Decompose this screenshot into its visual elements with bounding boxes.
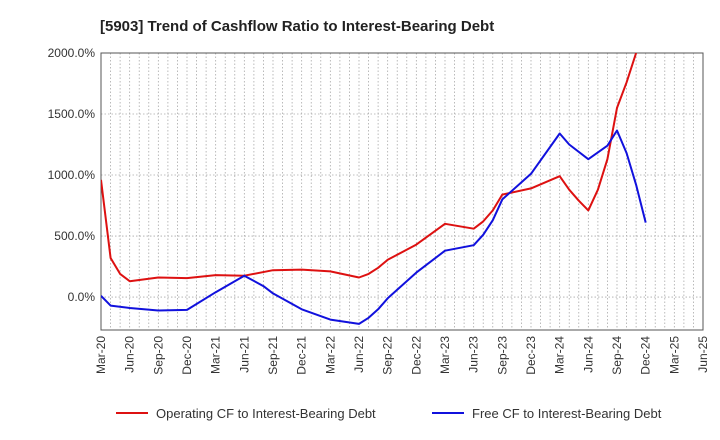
x-tick-label: Jun-23 bbox=[467, 336, 481, 373]
x-tick-label: Mar-22 bbox=[323, 336, 337, 374]
grid-lines bbox=[100, 52, 704, 330]
x-tick-label: Dec-24 bbox=[639, 336, 653, 375]
x-tick-label: Dec-22 bbox=[409, 336, 423, 375]
y-tick-label: 2000.0% bbox=[48, 46, 96, 60]
x-tick-label: Dec-20 bbox=[180, 336, 194, 375]
x-tick-label: Jun-22 bbox=[352, 336, 366, 373]
x-tick-label: Jun-24 bbox=[581, 336, 595, 373]
x-tick-label: Mar-21 bbox=[209, 336, 223, 374]
chart-title: [5903] Trend of Cashflow Ratio to Intere… bbox=[100, 18, 494, 35]
series-lines bbox=[101, 53, 647, 325]
axes: 0.0% 500.0% 1000.0% 1500.0% 2000.0% Mar-20 Jun… bbox=[48, 46, 710, 375]
legend-label: Free CF to Interest-Bearing Debt bbox=[472, 406, 662, 421]
x-tick-label: Sep-20 bbox=[151, 336, 165, 375]
plot-frame bbox=[100, 52, 704, 331]
x-tick-label: Mar-25 bbox=[667, 336, 681, 374]
y-tick-label: 500.0% bbox=[54, 229, 95, 243]
x-tick-label: Sep-21 bbox=[266, 336, 280, 375]
y-tick-label: 1000.0% bbox=[48, 168, 96, 182]
x-tick-label: Sep-22 bbox=[381, 336, 395, 375]
x-tick-label: Jun-21 bbox=[237, 336, 251, 373]
x-tick-label: Mar-23 bbox=[438, 336, 452, 374]
x-tick-label: Mar-24 bbox=[553, 336, 567, 374]
legend-label: Operating CF to Interest-Bearing Debt bbox=[156, 406, 376, 421]
x-tick-label: Mar-20 bbox=[94, 336, 108, 374]
legend: Operating CF to Interest-Bearing Debt Fre… bbox=[116, 406, 662, 421]
series-line-operating-cf bbox=[101, 53, 638, 283]
x-tick-label: Jun-20 bbox=[123, 336, 137, 373]
series-line-free-cf bbox=[101, 129, 647, 325]
y-tick-label: 1500.0% bbox=[48, 107, 96, 121]
x-tick-label: Sep-24 bbox=[610, 336, 624, 375]
y-tick-label: 0.0% bbox=[68, 290, 96, 304]
x-tick-label: Dec-23 bbox=[524, 336, 538, 375]
x-tick-label: Jun-25 bbox=[696, 336, 710, 373]
x-tick-label: Sep-23 bbox=[495, 336, 509, 375]
x-tick-label: Dec-21 bbox=[295, 336, 309, 375]
